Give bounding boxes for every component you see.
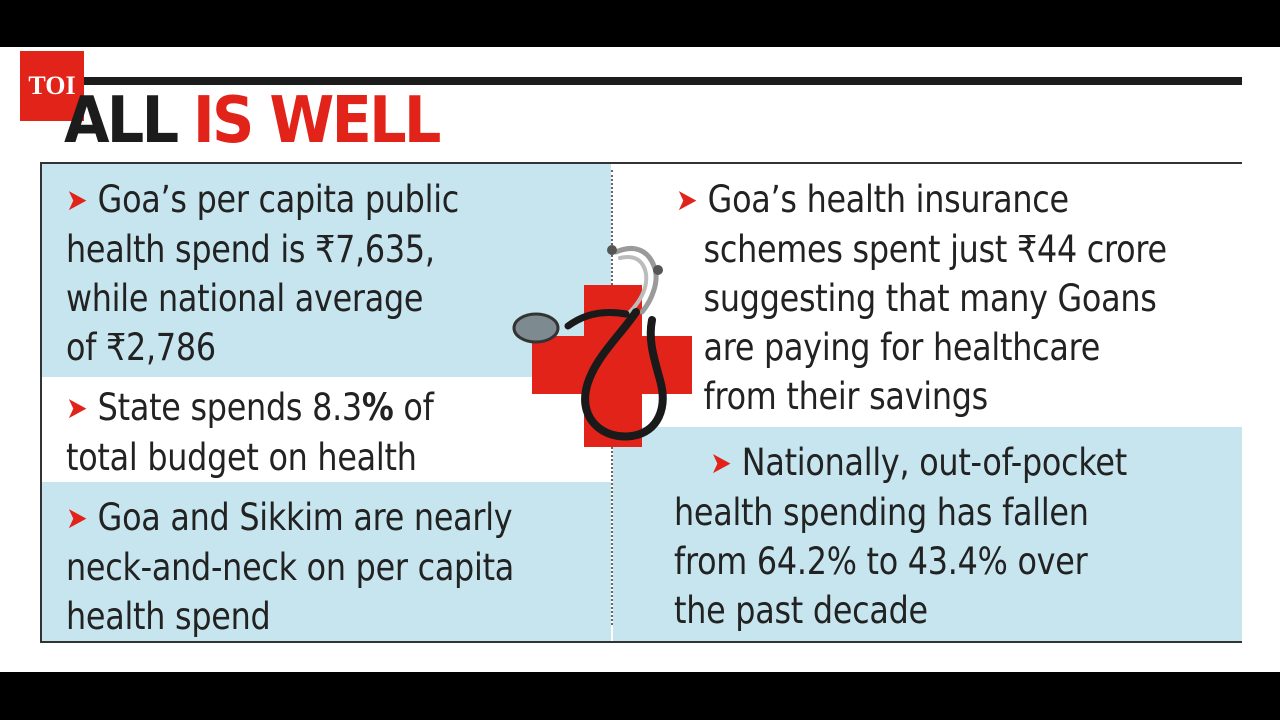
fact-text: State spends 8.3: [97, 386, 362, 429]
fact-line: are paying for healthcare: [703, 326, 1101, 369]
fact-line: health spending has fallen: [674, 491, 1089, 534]
left-panel-1: [42, 164, 611, 377]
right-panel-2: [613, 427, 1242, 641]
fact-line: from 64.2% to 43.4% over: [674, 540, 1088, 583]
fact-line: neck-and-neck on per capita: [66, 546, 515, 589]
fact-line: health spend is ₹7,635,: [66, 228, 435, 271]
right-panel-1: [613, 164, 1242, 427]
headline: ALL IS WELL: [64, 84, 441, 158]
fact-line: Goa’s per capita public: [97, 178, 460, 221]
fact-text: of: [393, 386, 434, 429]
fact-text: %: [361, 386, 394, 429]
fact-line: of ₹2,786: [66, 326, 216, 369]
top-rule: [84, 77, 1242, 85]
stethoscope-icon: [564, 246, 667, 441]
fact-per-capita-spend: ➤ Goa’s per capita public health spend is…: [66, 175, 459, 372]
red-arrow-icon: ➤: [66, 501, 88, 536]
toi-logo: TOI: [20, 51, 84, 121]
fact-goa-sikkim: ➤ Goa and Sikkim are nearly neck-and-neck…: [66, 493, 514, 641]
red-arrow-icon: ➤: [66, 183, 88, 218]
fact-line: Goa and Sikkim are nearly: [97, 496, 513, 539]
fact-line: while national average: [66, 277, 424, 320]
fact-line: health spend: [66, 595, 271, 638]
headline-part-1: ALL: [64, 84, 179, 158]
headline-part-2: IS WELL: [192, 84, 441, 158]
red-arrow-icon: ➤: [66, 391, 88, 426]
fact-line: Goa’s health insurance: [707, 178, 1069, 221]
fact-out-of-pocket: ➤ Nationally, out-of-pocket health spendi…: [674, 438, 1127, 635]
red-arrow-icon: ➤: [676, 183, 698, 218]
fact-line: total budget on health: [66, 436, 417, 479]
stethoscope-red-cross-icon: [512, 245, 692, 447]
fact-line: Nationally, out-of-pocket: [741, 441, 1127, 484]
fact-insurance: ➤ Goa’s health insurance schemes spent ju…: [676, 175, 1167, 421]
fact-budget-share: ➤ State spends 8.3% of total budget on he…: [66, 383, 434, 482]
fact-line: suggesting that many Goans: [703, 277, 1157, 320]
stethoscope-chestpiece: [512, 312, 560, 344]
fact-line: from their savings: [703, 375, 989, 418]
fact-line: the past decade: [674, 589, 928, 632]
left-panel-3: [42, 482, 611, 641]
fact-line: schemes spent just ₹44 crore: [703, 228, 1168, 271]
left-panel-2: [42, 377, 611, 482]
red-arrow-icon: ➤: [710, 446, 732, 481]
